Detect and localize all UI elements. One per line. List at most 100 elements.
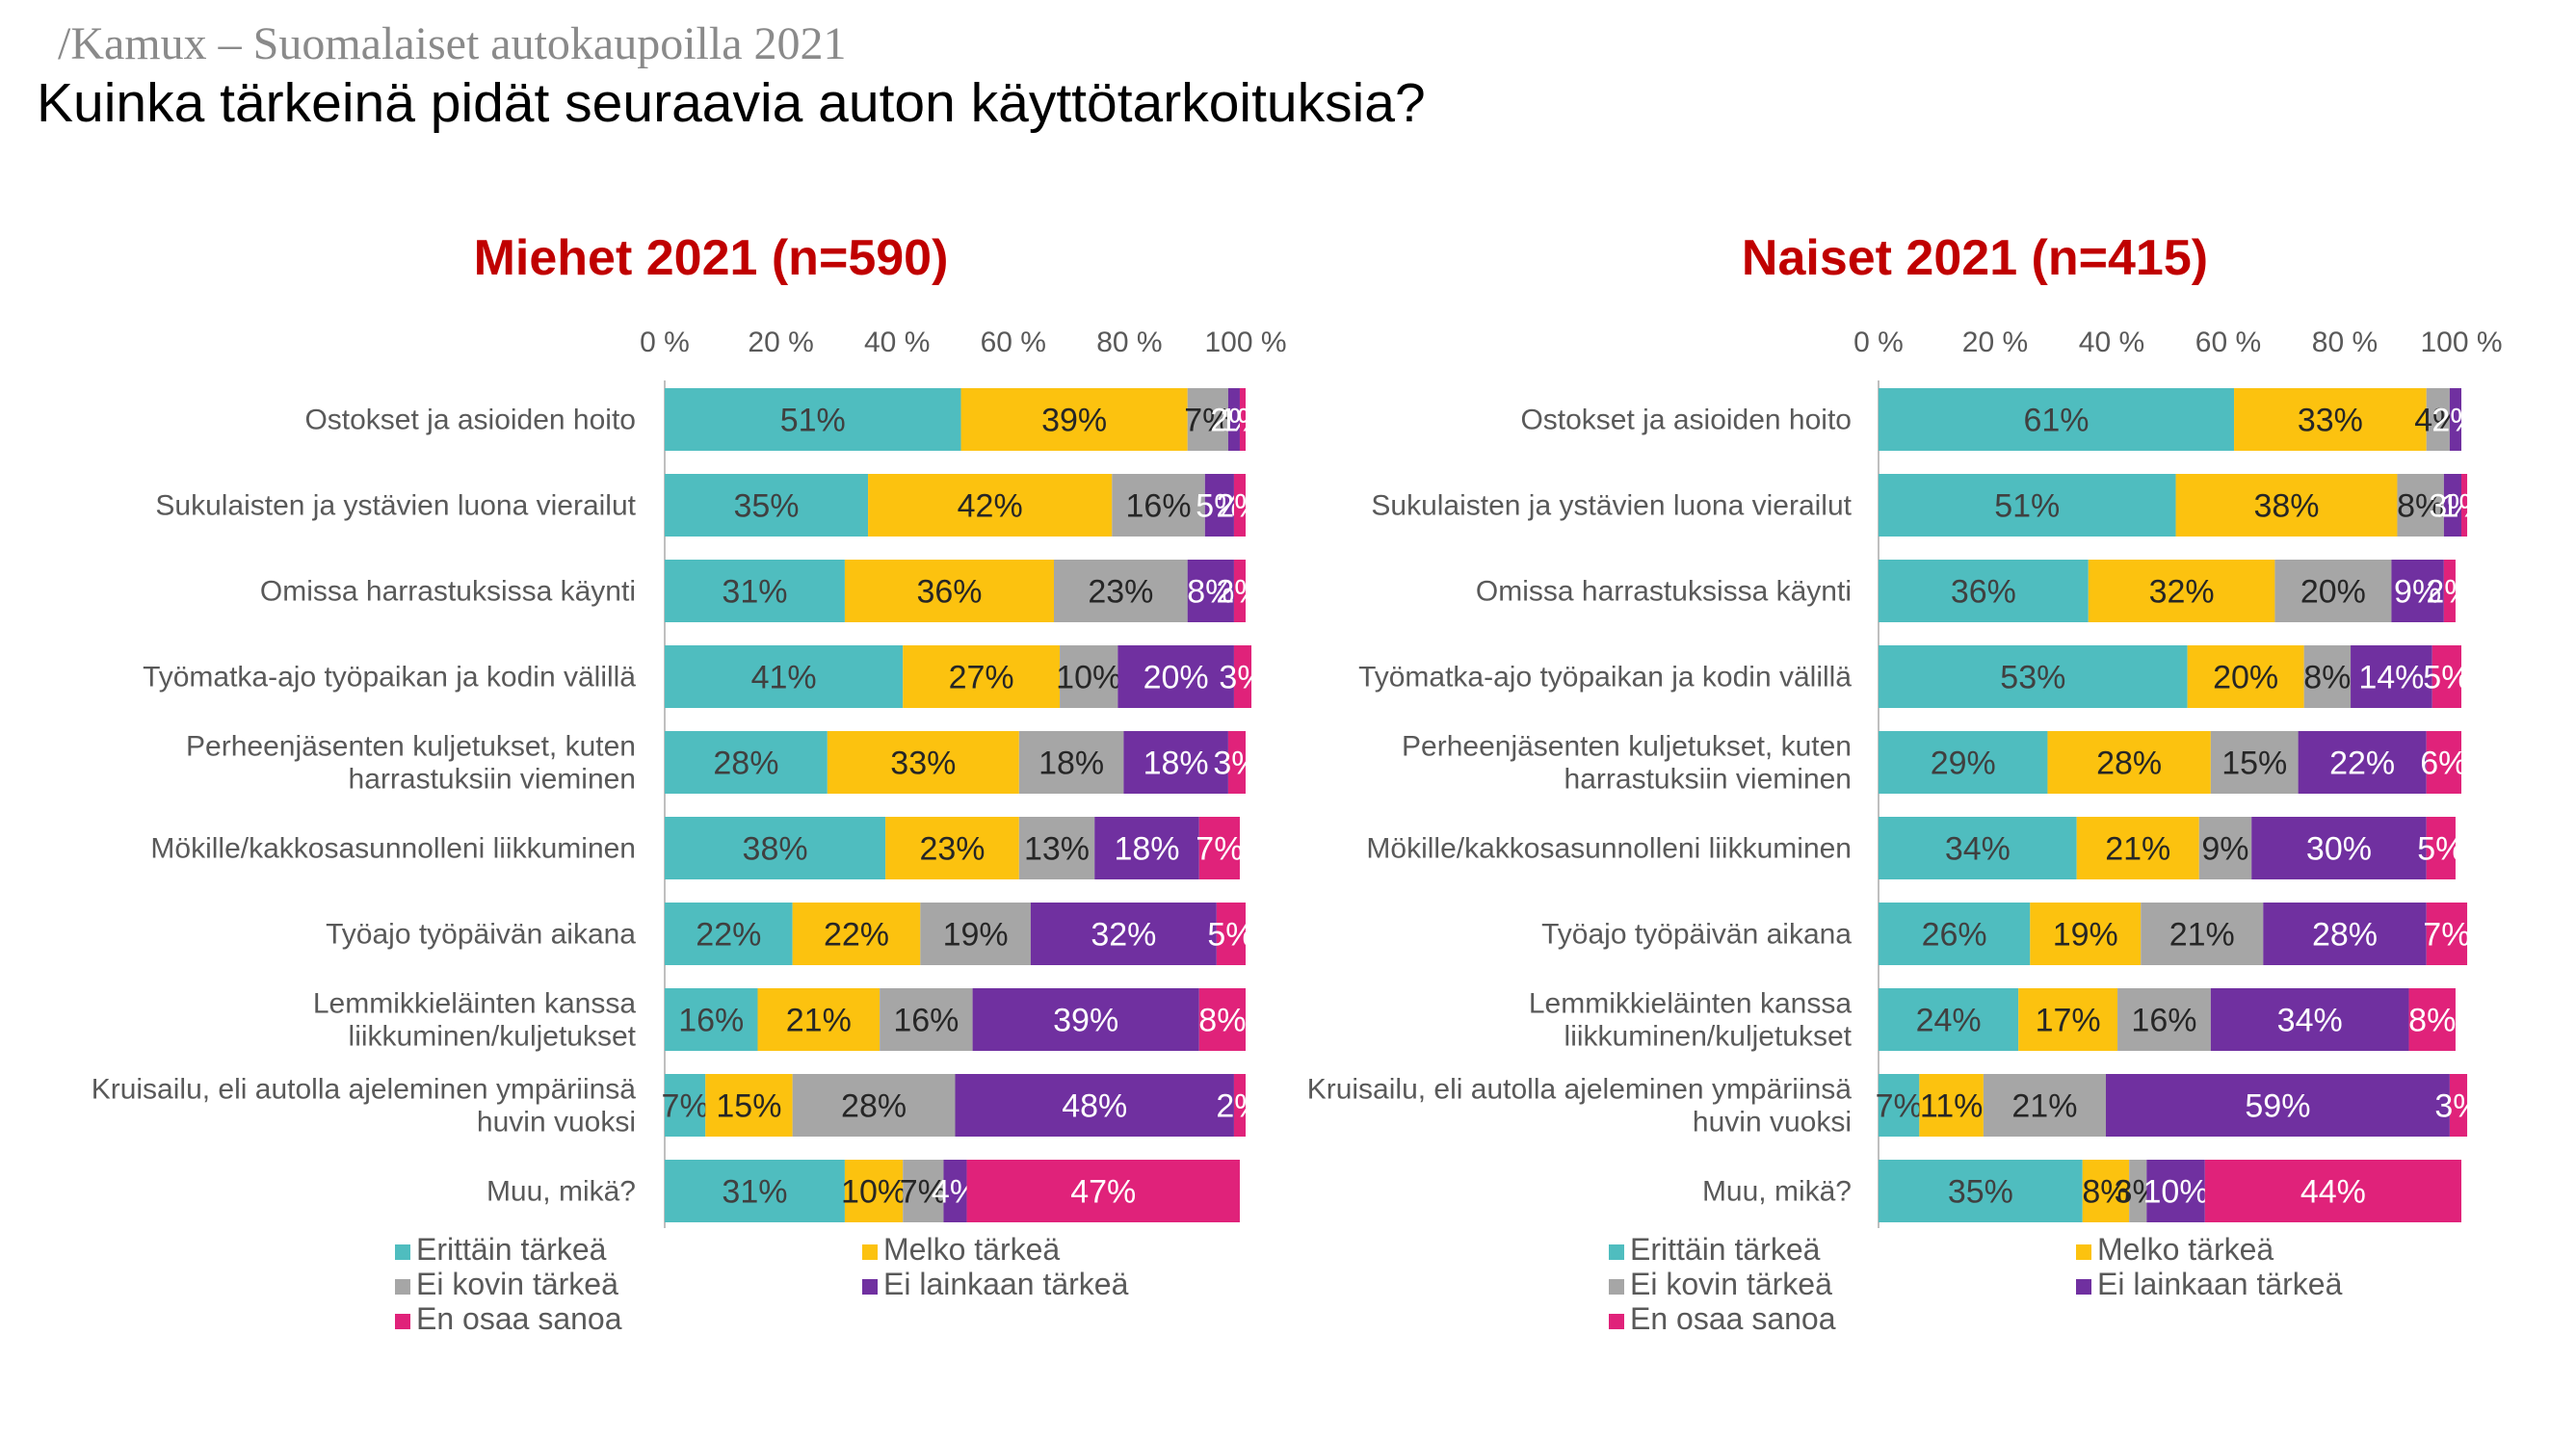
legend-swatch <box>395 1244 410 1260</box>
category-label: Muu, mikä? <box>486 1176 636 1208</box>
data-label: 7% <box>2423 917 2470 954</box>
data-label: 35% <box>1948 1174 2013 1211</box>
legend-swatch <box>2076 1279 2091 1295</box>
data-label: 51% <box>780 403 846 439</box>
bar-segment <box>1879 903 2031 965</box>
data-label: 22% <box>824 917 889 954</box>
bar-segment <box>665 731 828 794</box>
data-label: 19% <box>943 917 1009 954</box>
data-label: 24% <box>1916 1003 1982 1039</box>
bar-segment <box>2018 988 2118 1051</box>
bar-segment <box>2141 903 2264 965</box>
data-label: 36% <box>1951 574 2016 611</box>
bar-segment <box>1198 988 1246 1051</box>
x-tick-label: 100 % <box>1204 327 1286 358</box>
bar-segment <box>1879 474 2176 537</box>
category-label: Lemmikkieläinten kanssa <box>313 988 636 1020</box>
data-label: 44% <box>2300 1174 2366 1211</box>
data-label: 7% <box>1876 1088 1923 1125</box>
data-label: 59% <box>2245 1088 2310 1125</box>
data-label: 8% <box>2303 660 2351 696</box>
x-tick-label: 100 % <box>2420 327 2502 358</box>
data-label: 23% <box>919 831 985 868</box>
bar-segment <box>1187 388 1228 451</box>
data-label: 21% <box>786 1003 852 1039</box>
category-label: Muu, mikä? <box>1702 1176 1852 1208</box>
chart-title: Miehet 2021 (n=590) <box>474 230 949 286</box>
bar-segment <box>665 988 758 1051</box>
bar-segment <box>2187 645 2304 708</box>
legend-swatch <box>2076 1244 2091 1260</box>
bar-segment <box>955 1074 1234 1137</box>
data-label: 34% <box>2277 1003 2343 1039</box>
bar-segment <box>2146 1160 2205 1222</box>
legend-swatch <box>1609 1244 1624 1260</box>
category-label: Ostokset ja asioiden hoito <box>1520 405 1852 436</box>
bar-segment <box>1187 560 1234 622</box>
x-tick-label: 40 % <box>864 327 930 358</box>
page-title: Kuinka tärkeinä pidät seuraavia auton kä… <box>37 72 1426 134</box>
bar-segment <box>1216 903 1246 965</box>
data-label: 5% <box>1207 917 1254 954</box>
data-label: 8% <box>1187 574 1234 611</box>
data-label: 10% <box>1056 660 1121 696</box>
category-label: Kruisailu, eli autolla ajeleminen ympäri… <box>92 1074 637 1106</box>
legend-swatch <box>395 1314 410 1329</box>
data-label: 13% <box>1024 831 1090 868</box>
category-label: Mökille/kakkosasunnolleni liikkuminen <box>150 833 636 865</box>
bar-segment <box>2251 817 2427 879</box>
bar-segment <box>903 645 1061 708</box>
bar-segment <box>2397 474 2444 537</box>
bar-segment <box>1239 388 1246 451</box>
bar-segment <box>960 388 1188 451</box>
legend-label: Melko tärkeä <box>2097 1232 2274 1267</box>
data-label: 47% <box>1070 1174 1136 1211</box>
bar-segment <box>2443 474 2461 537</box>
bar-segment <box>665 474 869 537</box>
category-label: Työmatka-ajo työpaikan ja kodin välillä <box>1358 662 1852 694</box>
legend-label: Ei kovin tärkeä <box>416 1267 618 1301</box>
data-label: 38% <box>743 831 808 868</box>
bar-segment <box>1227 731 1246 794</box>
legend-swatch <box>862 1244 878 1260</box>
x-tick-label: 80 % <box>2312 327 2378 358</box>
data-label: 28% <box>841 1088 907 1125</box>
category-label: huvin vuoksi <box>1693 1107 1852 1139</box>
bar-segment <box>1018 817 1095 879</box>
data-label: 16% <box>1126 488 1192 525</box>
data-label: 9% <box>2394 574 2441 611</box>
bar-segment <box>2117 988 2211 1051</box>
legend-swatch <box>395 1279 410 1295</box>
data-label: 9% <box>2201 831 2248 868</box>
data-label: 28% <box>713 746 778 782</box>
bar-segment <box>2426 731 2461 794</box>
bar-segment <box>1060 645 1118 708</box>
bar-segment <box>1233 560 1246 622</box>
data-label: 8% <box>2082 1174 2129 1211</box>
data-label: 32% <box>2149 574 2215 611</box>
bar-segment <box>1879 645 2188 708</box>
bar-segment <box>757 988 881 1051</box>
data-label: 33% <box>890 746 956 782</box>
data-label: 39% <box>1041 403 1107 439</box>
data-label: 2% <box>1216 488 1263 525</box>
category-label: Omissa harrastuksissa käynti <box>1476 576 1852 608</box>
bar-segment <box>665 388 961 451</box>
data-label: 26% <box>1922 917 1987 954</box>
data-label: 31% <box>722 574 787 611</box>
bar-segment <box>943 1160 967 1222</box>
category-label: Sukulaisten ja ystävien luona vierailut <box>1371 490 1852 522</box>
data-label: 31% <box>722 1174 787 1211</box>
bar-segment <box>2443 560 2456 622</box>
data-label: 3% <box>2434 1088 2482 1125</box>
legend-label: Erittäin tärkeä <box>416 1232 607 1267</box>
legend-swatch <box>862 1279 878 1295</box>
category-label: liikkuminen/kuljetukset <box>349 1021 637 1053</box>
data-label: 11% <box>1920 1088 1984 1125</box>
data-label: 15% <box>716 1088 781 1125</box>
bar-segment <box>1123 731 1228 794</box>
legend-swatch <box>1609 1314 1624 1329</box>
bar-segment <box>2351 645 2432 708</box>
x-tick-label: 60 % <box>2195 327 2261 358</box>
category-label: Perheenjäsenten kuljetukset, kuten <box>1402 731 1852 763</box>
